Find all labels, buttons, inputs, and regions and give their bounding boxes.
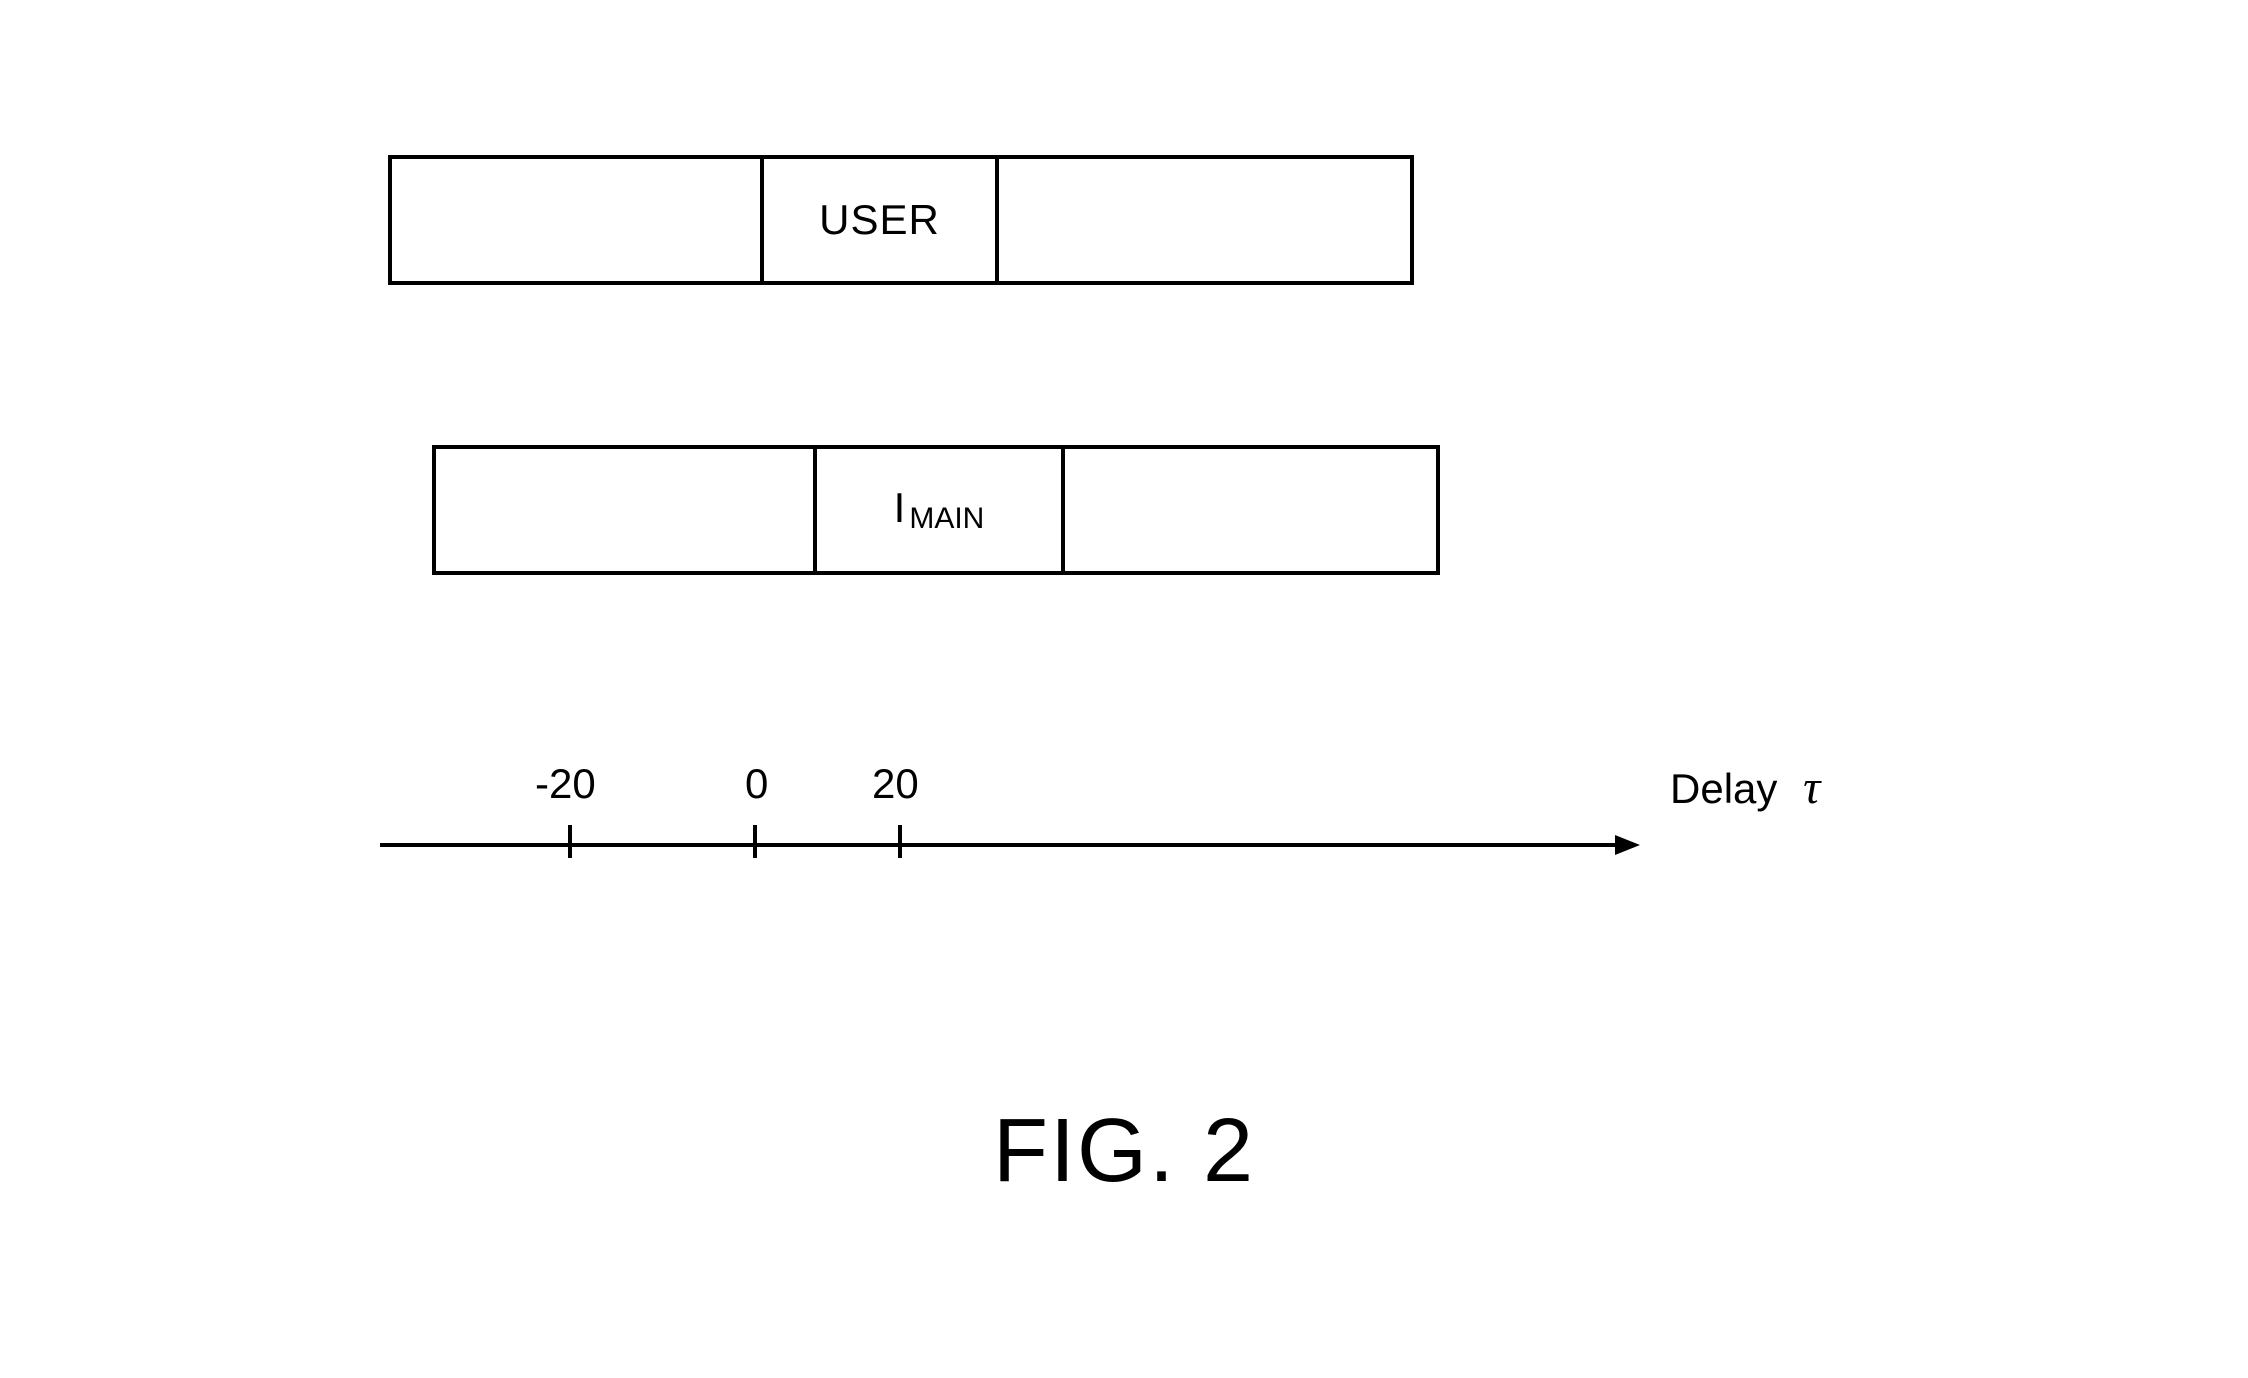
delay-text: Delay [1670, 765, 1777, 812]
imain-label: I MAIN [894, 484, 985, 536]
row2-cell-left [432, 445, 817, 575]
tick-label-neg20: -20 [535, 760, 596, 808]
tick-label-20: 20 [872, 760, 919, 808]
row2-cell-center: I MAIN [817, 445, 1065, 575]
axis-label: Delay τ [1670, 760, 1820, 815]
figure-title: FIG. 2 [0, 1100, 2248, 1203]
row1-cell-center: USER [764, 155, 999, 285]
user-label: USER [819, 196, 940, 244]
imain-subscript: MAIN [909, 502, 984, 536]
row1-cell-right [999, 155, 1414, 285]
row-user: USER [388, 155, 1414, 285]
tick-label-0: 0 [745, 760, 768, 808]
row1-cell-left [388, 155, 764, 285]
imain-main: I [894, 484, 906, 532]
row2-cell-right [1065, 445, 1440, 575]
arrowhead-icon [1615, 835, 1640, 855]
figure-container: USER I MAIN -20 0 20 Delay τ FIG. 2 [0, 0, 2248, 1378]
tau-symbol: τ [1803, 761, 1820, 814]
row-imain: I MAIN [432, 445, 1440, 575]
